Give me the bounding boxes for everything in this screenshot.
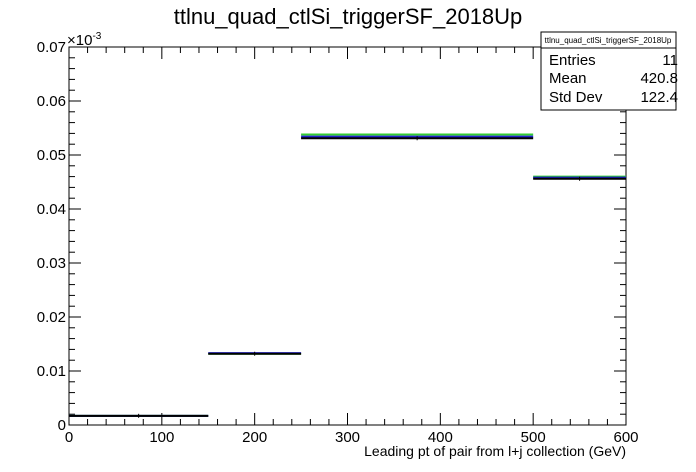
stats-mean-value: 420.8 xyxy=(640,70,678,87)
x-tick-label: 400 xyxy=(428,429,453,446)
stats-stddev-value: 122.4 xyxy=(640,89,678,106)
y-tick-label: 0.05 xyxy=(37,147,66,164)
y-tick-label: 0.04 xyxy=(37,201,66,218)
y-multiplier-label: ×10-3 xyxy=(67,31,102,49)
x-tick-label: 500 xyxy=(521,429,546,446)
x-tick-label: 600 xyxy=(613,429,638,446)
x-tick-label: 300 xyxy=(335,429,360,446)
histogram-series xyxy=(69,133,626,418)
stats-box: ttlnu_quad_ctlSi_triggerSF_2018Up Entrie… xyxy=(540,31,678,111)
stats-stddev-label: Std Dev xyxy=(549,89,603,106)
x-tick-label: 0 xyxy=(65,429,73,446)
stats-mean-label: Mean xyxy=(549,70,587,87)
y-tick-label: 0.03 xyxy=(37,255,66,272)
x-tick-label: 100 xyxy=(149,429,174,446)
y-tick-label: 0.02 xyxy=(37,309,66,326)
y-tick-label: 0.06 xyxy=(37,93,66,110)
stats-box-title: ttlnu_quad_ctlSi_triggerSF_2018Up xyxy=(545,36,672,45)
x-tick-label: 200 xyxy=(242,429,267,446)
x-axis-title: Leading pt of pair from l+j collection (… xyxy=(364,443,626,459)
y-tick-label: 0 xyxy=(58,417,66,434)
stats-entries-value: 11 xyxy=(662,52,678,69)
y-tick-label: 0.01 xyxy=(37,363,66,380)
stats-entries-label: Entries xyxy=(549,52,596,69)
y-tick-label: 0.07 xyxy=(37,39,66,56)
y-axis-ticks: 0 0.01 0.02 0.03 0.04 0.05 0.06 0.07 xyxy=(37,39,626,434)
chart-title: ttlnu_quad_ctlSi_triggerSF_2018Up xyxy=(174,4,523,29)
